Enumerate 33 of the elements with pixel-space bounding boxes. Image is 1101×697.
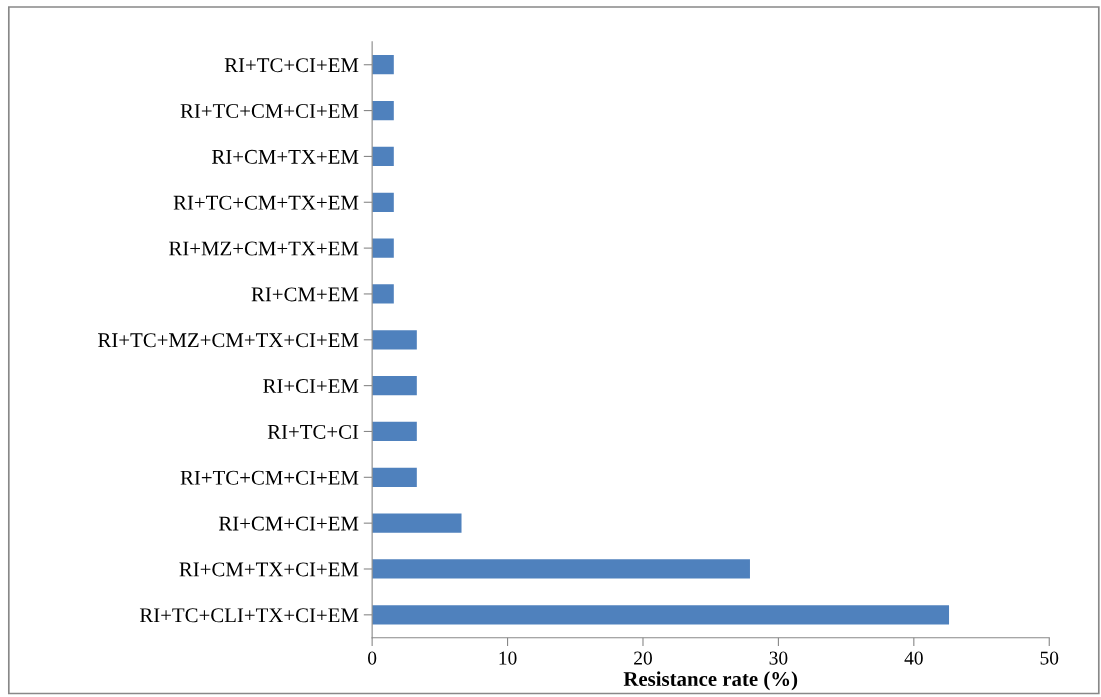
bar (372, 55, 394, 75)
bar (372, 330, 417, 350)
bar (372, 238, 394, 258)
bar (372, 284, 394, 304)
bar (372, 559, 750, 579)
y-tick-label: RI+TC+CLI+TX+CI+EM (139, 608, 359, 623)
bar (372, 513, 462, 533)
x-tick-label: 50 (1040, 651, 1059, 665)
bar (372, 100, 394, 121)
y-tick-label: RI+CM+EM (251, 287, 359, 302)
y-tick-label: RI+TC+CM+CI+EM (180, 470, 359, 485)
bar (372, 192, 394, 212)
y-tick-label: RI+TC+CM+TX+EM (173, 195, 359, 210)
y-tick-label: RI+TC+MZ+CM+TX+CI+EM (98, 333, 359, 348)
y-tick-label: RI+CI+EM (263, 379, 359, 394)
x-tick-label: 30 (769, 651, 788, 665)
y-tick-label: RI+TC+CM+CI+EM (180, 104, 359, 119)
y-tick-label: RI+CM+TX+CI+EM (179, 562, 359, 577)
y-tick-label: RI+TC+CI+EM (224, 58, 359, 73)
x-tick-label: 20 (634, 651, 652, 665)
x-tick-label: 0 (368, 651, 377, 665)
x-tick-label: 10 (499, 651, 517, 665)
bar (372, 376, 417, 396)
y-tick-label: RI+TC+CI (267, 424, 359, 439)
y-tick-label: RI+CM+CI+EM (218, 516, 359, 531)
bar (372, 146, 394, 167)
bar (372, 421, 417, 442)
x-axis-title: Resistance rate (%) (623, 671, 798, 691)
y-tick-label: RI+CM+TX+EM (212, 149, 359, 164)
y-tick-label: RI+MZ+CM+TX+EM (169, 241, 359, 256)
x-tick-label: 40 (904, 651, 923, 665)
bar (372, 605, 950, 625)
bar (372, 467, 417, 487)
